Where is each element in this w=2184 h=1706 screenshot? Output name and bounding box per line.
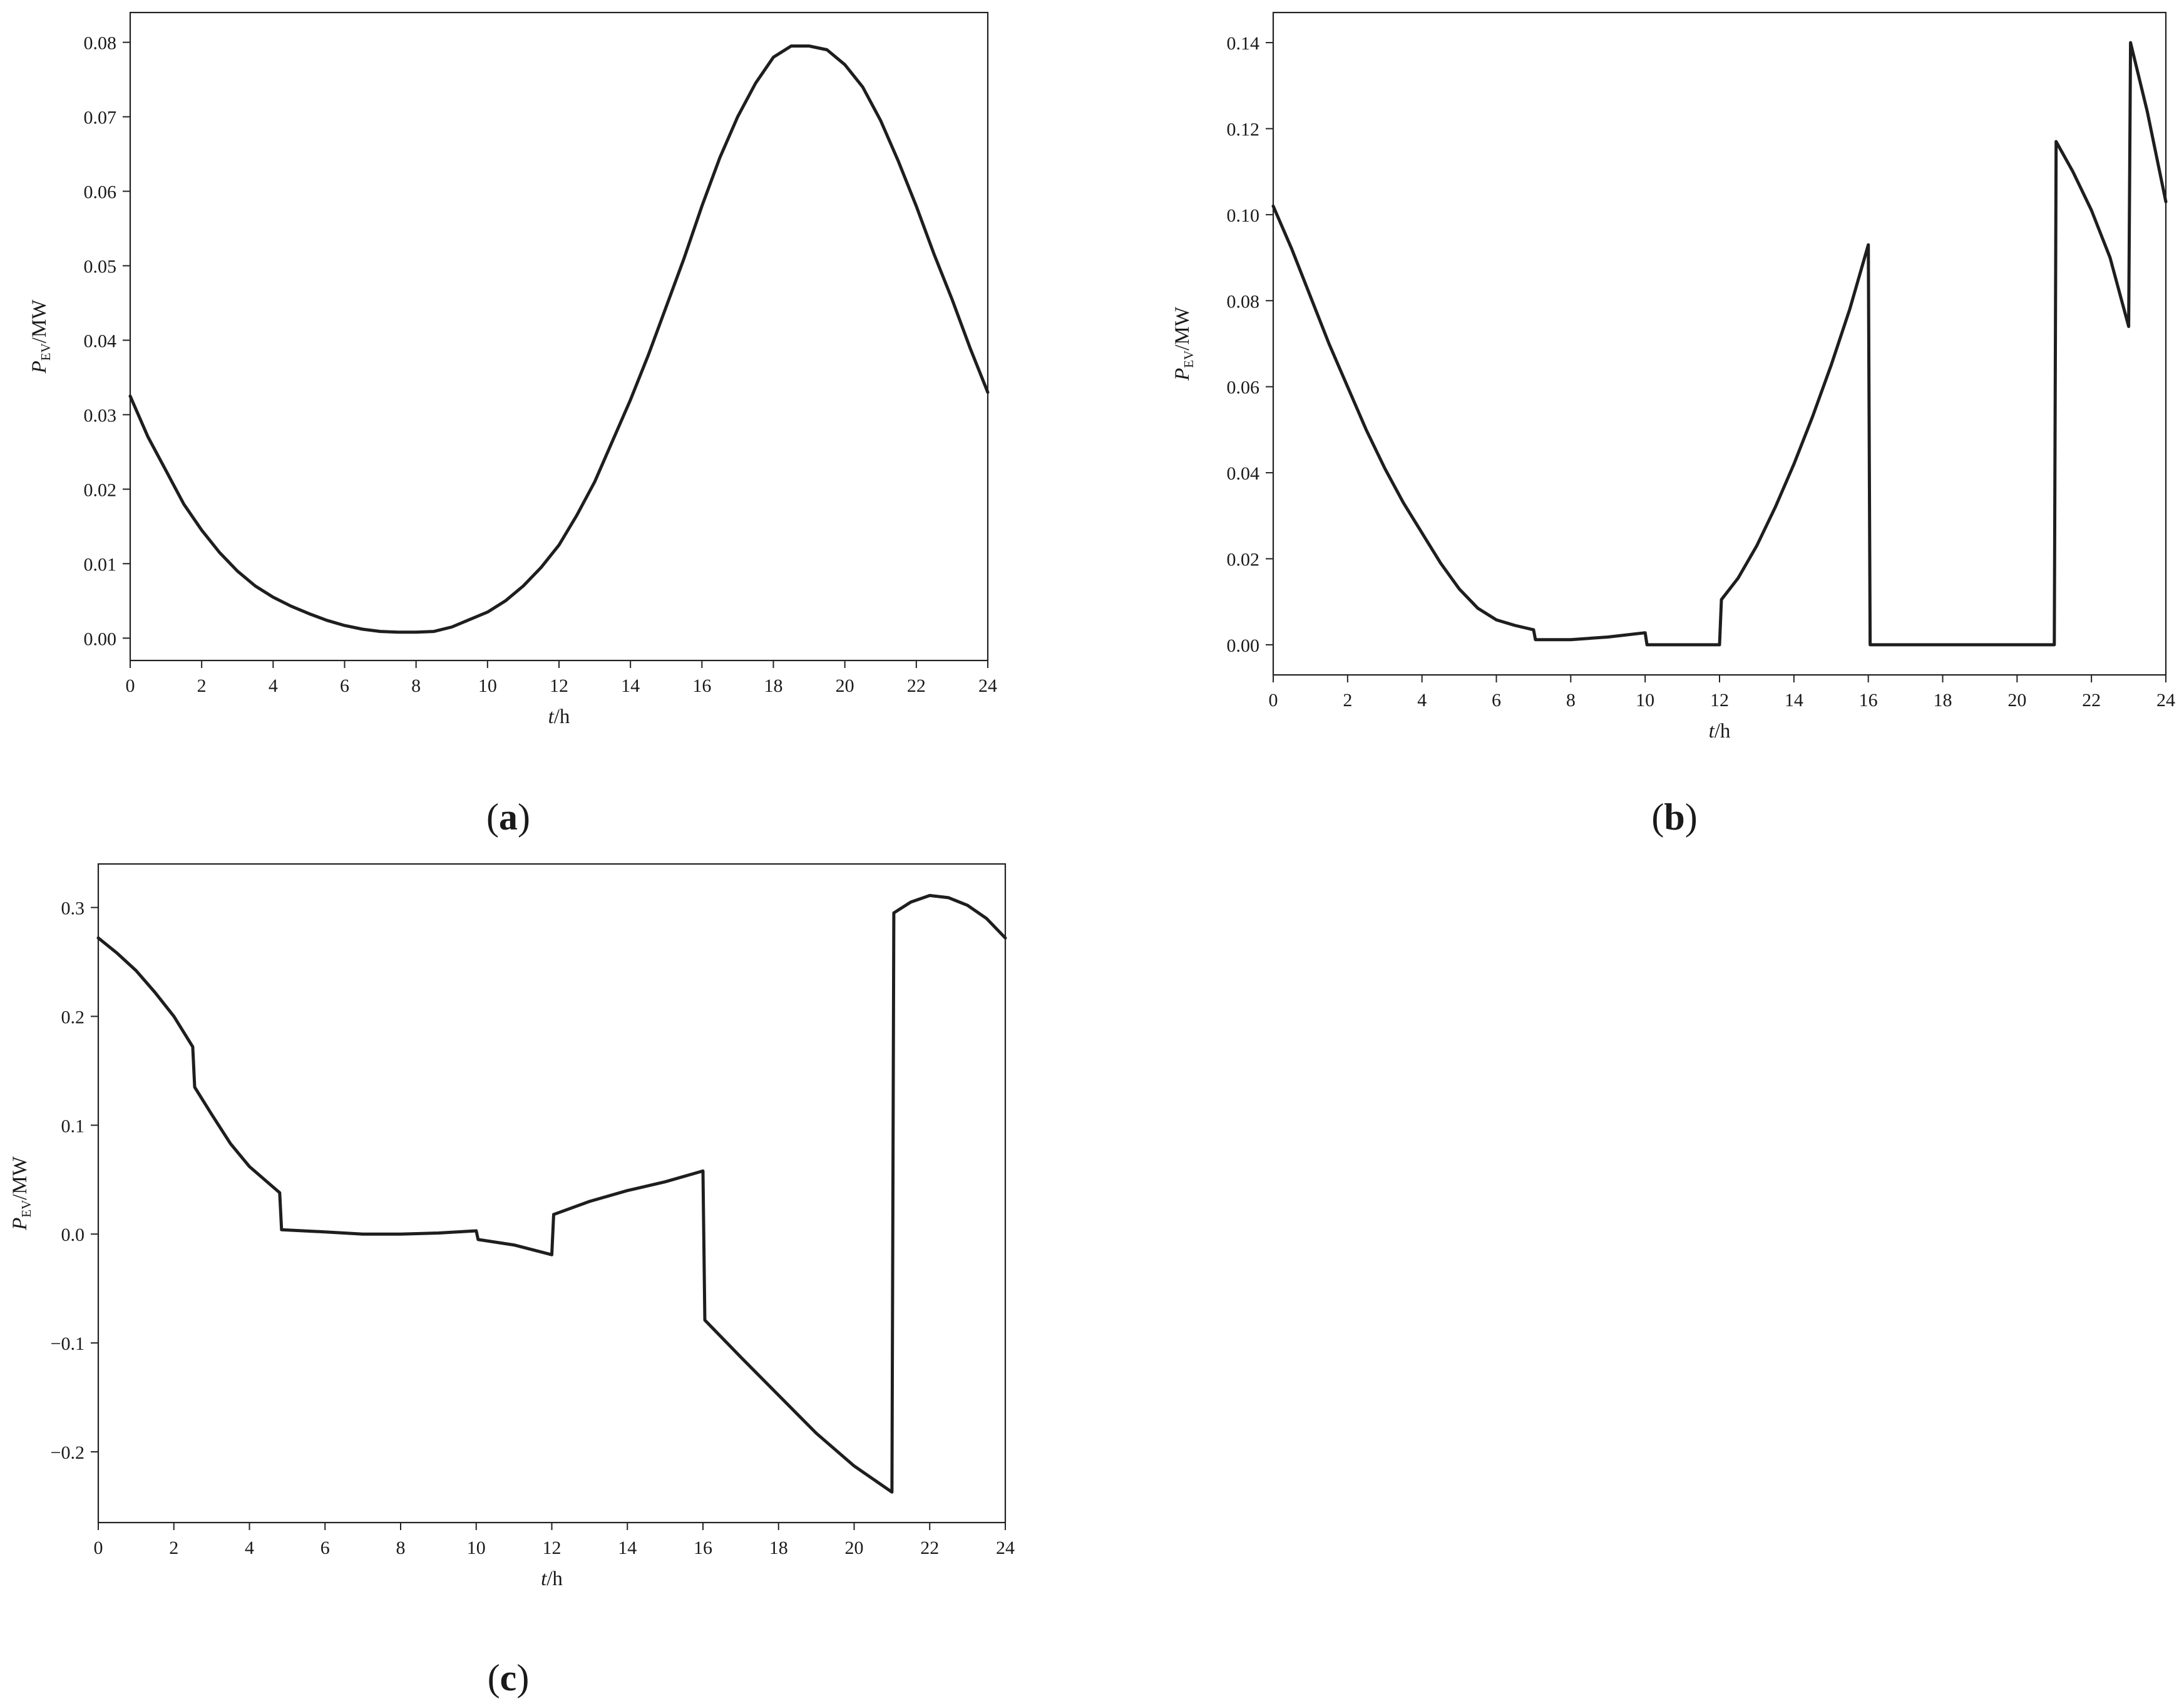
series-line (96, 893, 1007, 1494)
y-tick-label: 0.08 (84, 33, 117, 54)
x-tick-label: 0 (1269, 690, 1278, 711)
x-tick-label: 2 (197, 676, 207, 696)
y-tick-label: 0.02 (1227, 550, 1260, 570)
x-tick-label: 2 (169, 1538, 178, 1558)
y-tick-label: 0.1 (61, 1116, 85, 1136)
plot-frame (129, 11, 989, 662)
y-tick-label: 0.12 (1227, 119, 1260, 140)
y-tick-label: 0.03 (84, 405, 117, 426)
y-tick-label: 0.06 (1227, 378, 1260, 398)
y-tick-label: −0.2 (51, 1442, 85, 1463)
x-tick-label: 16 (692, 676, 711, 696)
y-tick-label: 0.00 (1227, 635, 1260, 656)
x-tick-label: 8 (411, 676, 421, 696)
x-tick-label: 18 (1934, 690, 1952, 711)
x-tick-label: 22 (920, 1538, 939, 1558)
x-tick-label: 6 (1492, 690, 1501, 711)
x-tick-label: 0 (126, 676, 135, 696)
y-tick-label: 0.06 (84, 182, 117, 203)
x-tick-label: 8 (396, 1538, 406, 1558)
x-tick-label: 10 (467, 1538, 486, 1558)
series-line (1271, 41, 2168, 647)
x-tick-label: 20 (2007, 690, 2026, 711)
x-tick-label: 4 (1417, 690, 1427, 711)
x-axis-label: t/h (1709, 720, 1731, 743)
x-tick-label: 14 (618, 1538, 637, 1558)
x-tick-label: 6 (340, 676, 349, 696)
panel-label-b: (b) (1651, 796, 1697, 838)
x-tick-label: 6 (320, 1538, 330, 1558)
x-tick-label: 24 (996, 1538, 1015, 1558)
plot-frame (97, 863, 1007, 1524)
x-tick-label: 2 (1343, 690, 1352, 711)
x-tick-label: 22 (2082, 690, 2101, 711)
chart-panel-a: 0 2 4 6 8 10 12 14 16 18 20 22 240.000.010.020.030.0… (28, 11, 997, 838)
y-tick-label: 0.08 (1227, 291, 1260, 312)
x-tick-label: 4 (245, 1538, 254, 1558)
y-tick-label: 0.02 (84, 480, 117, 500)
x-tick-label: 16 (694, 1538, 712, 1558)
x-axis-label: t/h (541, 1568, 563, 1590)
y-tick-label: 0.05 (84, 256, 117, 277)
x-tick-label: 22 (907, 676, 926, 696)
x-tick-label: 0 (94, 1538, 103, 1558)
y-tick-label: 0.10 (1227, 205, 1260, 226)
y-tick-label: 0.04 (1227, 463, 1260, 484)
x-tick-label: 12 (543, 1538, 561, 1558)
x-tick-label: 12 (1710, 690, 1729, 711)
x-tick-label: 10 (1636, 690, 1654, 711)
y-axis-label: PEV/MW (1171, 306, 1196, 381)
y-tick-label: 0.00 (84, 629, 117, 649)
y-tick-label: −0.1 (51, 1333, 85, 1354)
x-tick-label: 16 (1859, 690, 1878, 711)
x-tick-label: 24 (978, 676, 997, 696)
x-tick-label: 24 (2156, 690, 2175, 711)
x-tick-label: 20 (836, 676, 854, 696)
y-tick-label: 0.14 (1227, 33, 1260, 54)
x-tick-label: 14 (621, 676, 640, 696)
panel-label-c: (c) (488, 1657, 530, 1698)
y-tick-label: 0.07 (84, 108, 117, 128)
series-line (128, 44, 990, 634)
x-axis-label: t/h (548, 706, 570, 728)
y-tick-label: 0.0 (61, 1225, 85, 1245)
y-tick-label: 0.2 (61, 1007, 85, 1027)
x-tick-label: 4 (269, 676, 278, 696)
x-tick-label: 12 (550, 676, 568, 696)
y-tick-label: 0.04 (84, 331, 117, 351)
y-tick-label: 0.01 (84, 554, 117, 575)
chart-panel-c: 0 2 4 6 8 10 12 14 16 18 20 22 24−0.2−0.10.00.10.20.… (9, 863, 1015, 1698)
y-tick-label: 0.3 (61, 898, 85, 919)
panel-label-a: (a) (486, 796, 530, 838)
y-axis-label: PEV/MW (28, 299, 53, 374)
x-tick-label: 10 (478, 676, 497, 696)
x-tick-label: 14 (1785, 690, 1803, 711)
x-tick-label: 18 (764, 676, 783, 696)
chart-panel-b: 0 2 4 6 8 10 12 14 16 18 20 22 240.000.020.040.060.0… (1171, 11, 2175, 838)
x-tick-label: 8 (1566, 690, 1576, 711)
plot-frame (1272, 11, 2167, 676)
x-tick-label: 20 (845, 1538, 864, 1558)
y-axis-label: PEV/MW (9, 1156, 34, 1231)
x-tick-label: 18 (769, 1538, 788, 1558)
